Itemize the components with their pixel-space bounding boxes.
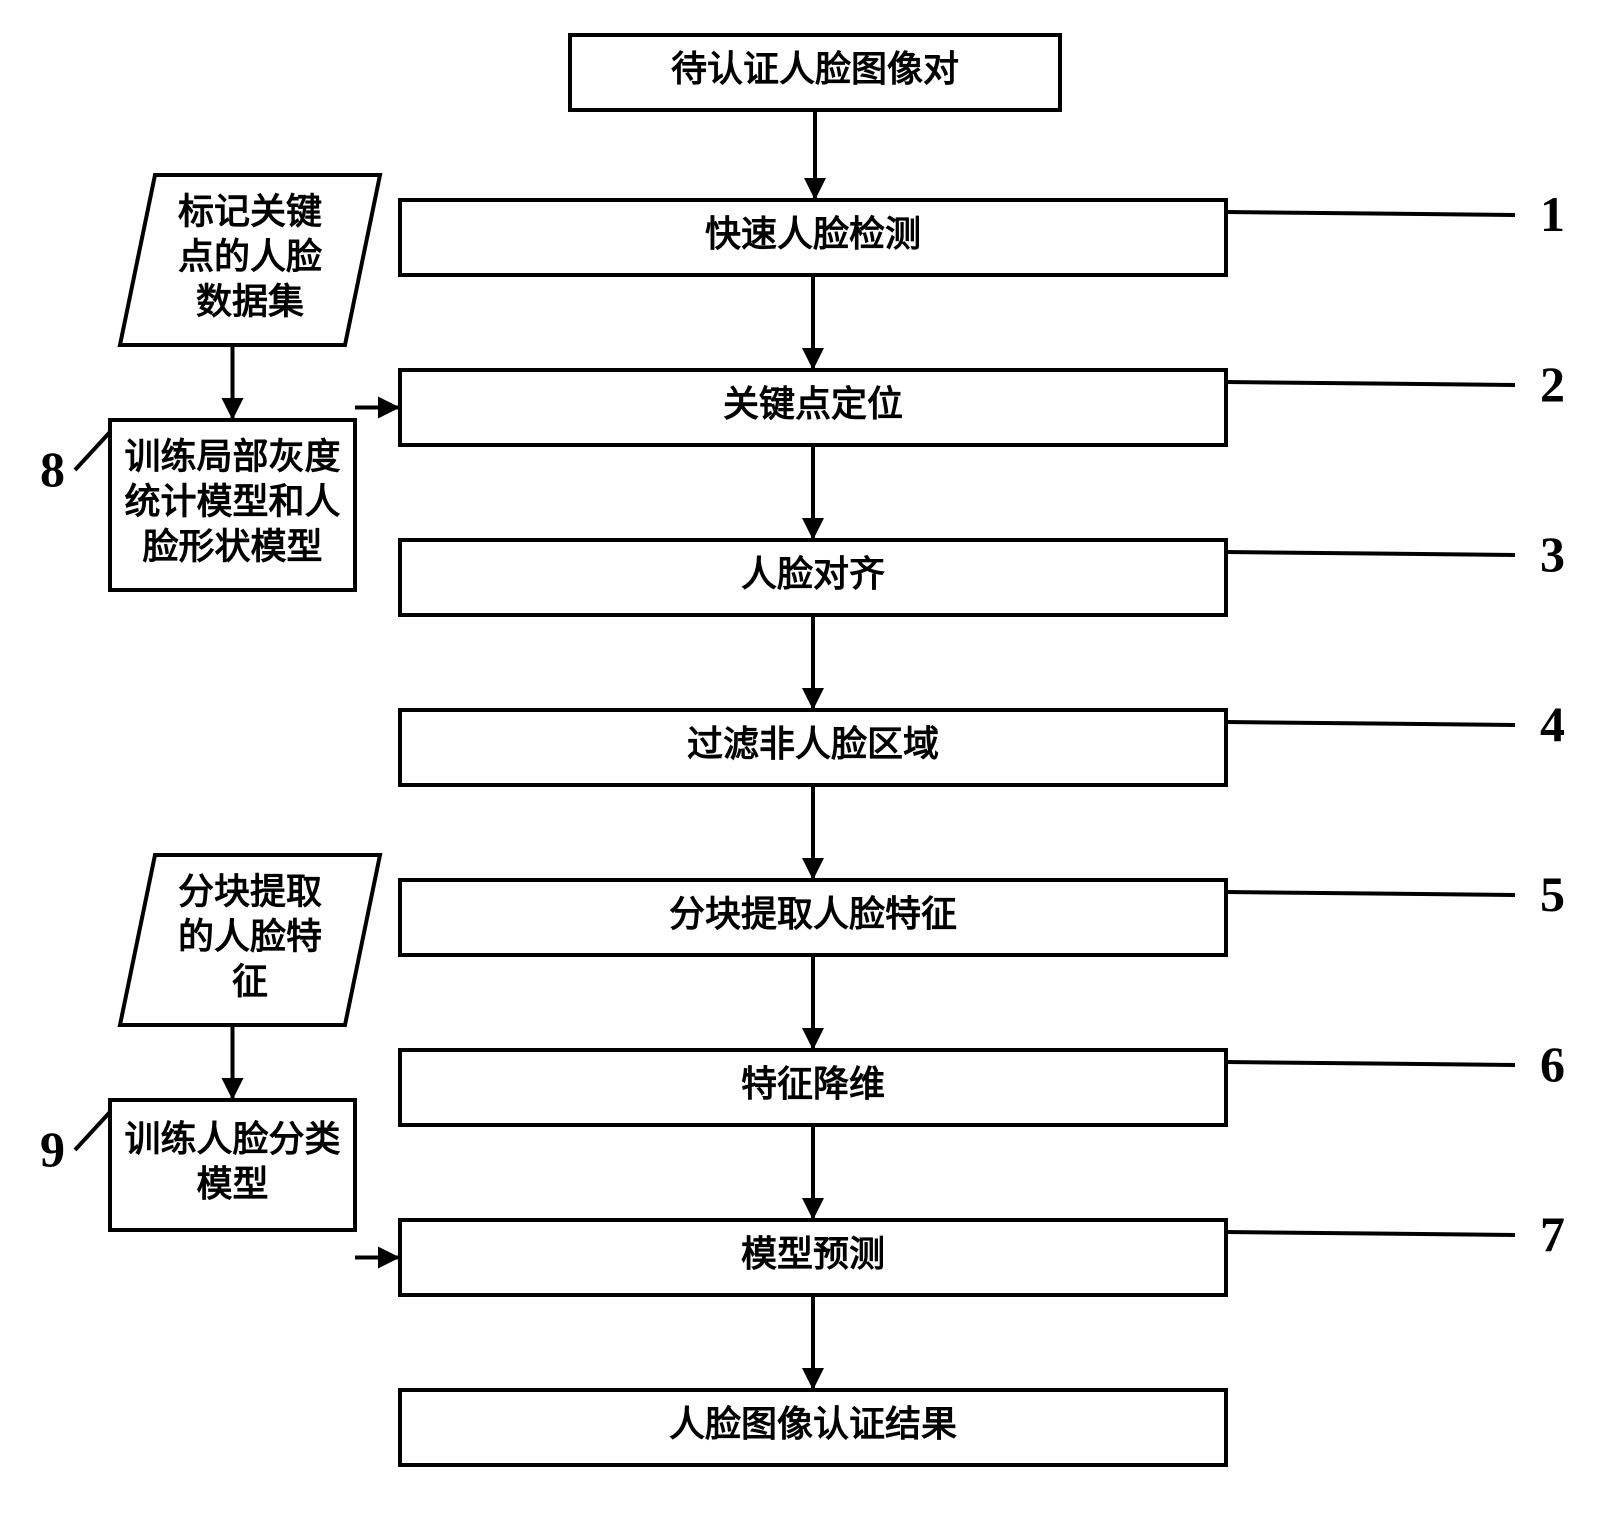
parallelogram-p2-text: 的人脸特: [178, 915, 322, 956]
number-label-7: 7: [1540, 1206, 1565, 1262]
arrow-b2-b3-head: [802, 518, 824, 540]
number-label-5: 5: [1540, 866, 1565, 922]
flowchart-canvas: 待认证人脸图像对快速人脸检测关键点定位人脸对齐过滤非人脸区域分块提取人脸特征特征…: [0, 0, 1623, 1519]
number-label-4: 4: [1540, 696, 1565, 752]
main-box-b5-text: 分块提取人脸特征: [669, 893, 957, 934]
parallelogram-p1-text: 数据集: [196, 281, 304, 321]
leader-5: [1226, 892, 1515, 895]
number-label-8: 8: [40, 441, 65, 497]
main-box-b4-text: 过滤非人脸区域: [687, 723, 939, 764]
number-label-3: 3: [1540, 526, 1565, 582]
main-box-b0-text: 待认证人脸图像对: [671, 48, 959, 89]
parallelogram-p1-text: 标记关键: [178, 191, 322, 231]
side-rect-r1-text: 脸形状模型: [142, 525, 322, 566]
side-rect-r1-text: 统计模型和人: [124, 481, 340, 521]
arrow-p1-r1-head: [222, 398, 244, 420]
arrow-b1-b2-head: [802, 348, 824, 370]
side-rect-r2-text: 训练人脸分类: [124, 1118, 340, 1159]
number-label-6: 6: [1540, 1036, 1565, 1092]
arrow-b3-b4-head: [802, 688, 824, 710]
parallelogram-p1-text: 点的人脸: [178, 235, 323, 276]
arrow-b7-b8-head: [802, 1368, 824, 1390]
parallelogram-p2-text: 征: [232, 961, 268, 1001]
leader-2: [1226, 382, 1515, 385]
number-label-9: 9: [40, 1121, 65, 1177]
leader-8: [75, 432, 110, 470]
side-rect-r2-text: 模型: [196, 1164, 268, 1204]
leader-3: [1226, 552, 1515, 555]
main-box-b8-text: 人脸图像认证结果: [669, 1403, 957, 1444]
arrow-b4-b5-head: [802, 858, 824, 880]
side-rect-r1-text: 训练局部灰度: [124, 436, 340, 476]
number-label-1: 1: [1540, 186, 1565, 242]
arrow-r2-b7-head: [378, 1247, 400, 1269]
arrow-b5-b6-head: [802, 1028, 824, 1050]
arrow-b6-b7-head: [802, 1198, 824, 1220]
leader-1: [1226, 212, 1515, 215]
number-label-2: 2: [1540, 356, 1565, 412]
leader-9: [75, 1112, 110, 1150]
leader-7: [1226, 1232, 1515, 1235]
leader-4: [1226, 722, 1515, 725]
main-box-b6-text: 特征降维: [741, 1064, 885, 1104]
arrow-b0-b1-head: [804, 178, 826, 200]
parallelogram-p2-text: 分块提取: [178, 871, 322, 911]
main-box-b2-text: 关键点定位: [723, 384, 903, 424]
arrow-p2-r2-head: [222, 1078, 244, 1100]
main-box-b3-text: 人脸对齐: [741, 553, 885, 594]
leader-6: [1226, 1062, 1515, 1065]
arrow-r1-b2-head: [378, 397, 400, 419]
main-box-b1-text: 快速人脸检测: [705, 213, 921, 254]
main-box-b7-text: 模型预测: [741, 1234, 885, 1274]
